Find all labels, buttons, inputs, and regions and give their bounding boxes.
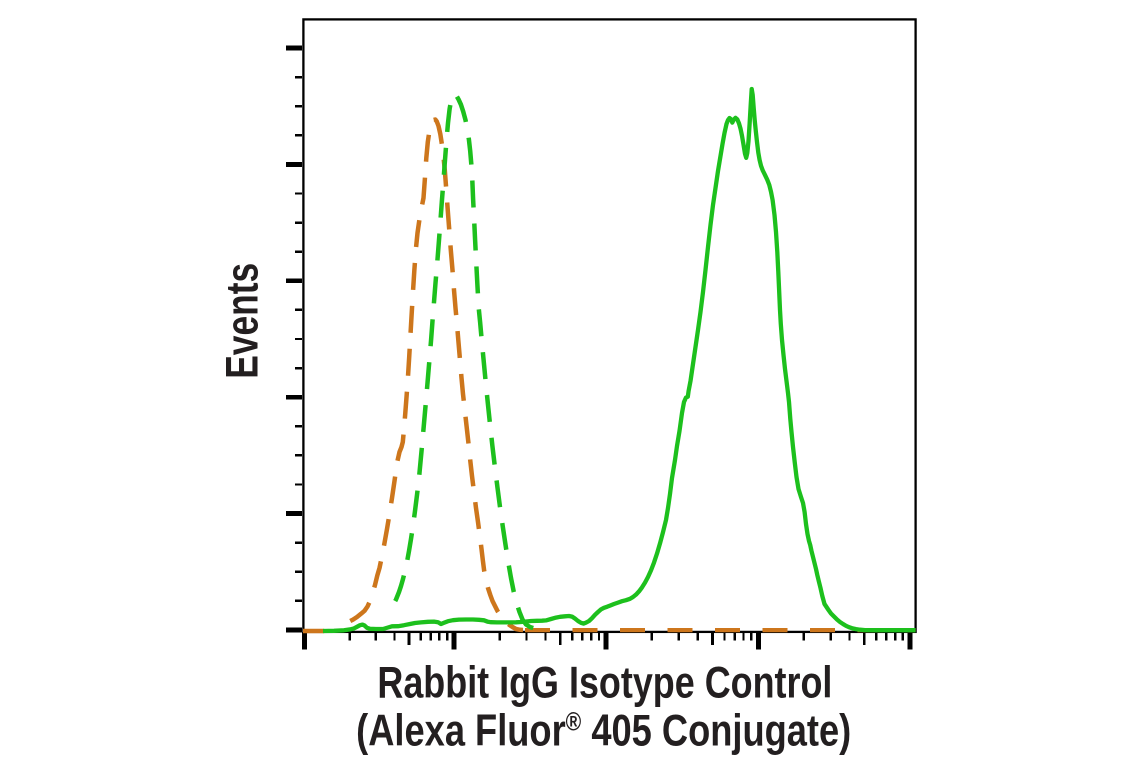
svg-text:(Alexa Fluor® 405 Conjugate): (Alexa Fluor® 405 Conjugate) bbox=[356, 705, 851, 755]
svg-text:Rabbit IgG Isotype Control: Rabbit IgG Isotype Control bbox=[377, 658, 832, 707]
svg-text:Events: Events bbox=[217, 263, 268, 379]
